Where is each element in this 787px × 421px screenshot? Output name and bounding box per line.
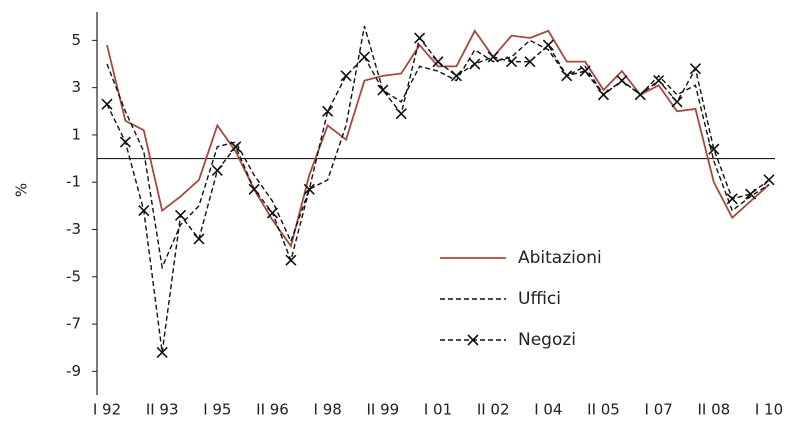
point-marker	[119, 136, 131, 148]
x-tick-label: I 01	[424, 401, 452, 419]
point-marker	[322, 105, 334, 117]
point-marker	[671, 96, 683, 108]
point-marker	[211, 164, 223, 176]
point-marker	[138, 205, 150, 217]
point-marker	[579, 65, 591, 77]
x-tick-label: II 96	[256, 401, 289, 419]
x-tick-label: I 10	[755, 401, 783, 419]
x-tick-label: II 99	[366, 401, 399, 419]
point-marker	[377, 84, 389, 96]
legend-label: Abitazioni	[518, 248, 602, 268]
point-marker	[230, 141, 242, 153]
point-marker	[745, 188, 757, 200]
point-marker	[542, 39, 554, 51]
point-marker	[432, 56, 444, 68]
x-tick-label: II 93	[146, 401, 179, 419]
point-marker	[505, 56, 518, 68]
point-marker	[597, 89, 610, 101]
y-tick-label: -5	[66, 267, 81, 285]
x-tick-label: I 98	[314, 401, 342, 419]
point-marker	[708, 143, 720, 155]
point-marker	[395, 108, 407, 120]
y-tick-label: -1	[66, 173, 81, 191]
x-tick-label: I 92	[93, 401, 121, 419]
point-marker	[266, 207, 279, 219]
x-tick-label: I 95	[203, 401, 231, 419]
y-axis-label: %	[13, 183, 31, 197]
point-marker	[358, 51, 371, 63]
x-tick-label: I 04	[534, 401, 562, 419]
point-marker	[174, 209, 187, 221]
x-tick-label: II 08	[697, 401, 730, 419]
point-marker	[303, 183, 315, 195]
point-marker	[653, 74, 665, 87]
legend-label: Uffici	[518, 289, 561, 309]
point-marker	[763, 174, 775, 186]
y-tick-label: -9	[66, 362, 81, 380]
point-marker	[689, 63, 702, 75]
point-marker	[285, 254, 297, 266]
point-marker	[414, 32, 426, 44]
point-marker	[101, 98, 113, 110]
x-tick-label: I 07	[645, 401, 673, 419]
series-line	[106, 29, 770, 249]
point-marker	[450, 70, 462, 82]
y-tick-label: 3	[71, 78, 81, 96]
legend-label: Negozi	[518, 330, 576, 350]
y-tick-label: 5	[71, 31, 81, 49]
point-marker	[524, 56, 536, 68]
point-marker	[634, 89, 646, 101]
series-line	[106, 25, 770, 270]
legend: Abitazioni Uffici Negozi	[440, 248, 602, 350]
point-marker	[726, 193, 738, 205]
point-marker	[248, 183, 260, 195]
point-marker	[193, 233, 205, 245]
y-tick-label: 1	[71, 125, 81, 143]
y-tick-label: -3	[66, 220, 81, 238]
x-tick-label: II 02	[477, 401, 510, 419]
point-marker	[469, 58, 481, 70]
y-tick-label: -7	[66, 315, 81, 333]
point-marker	[340, 70, 352, 82]
point-marker	[487, 51, 499, 63]
point-marker	[561, 70, 573, 82]
x-tick-label: II 05	[587, 401, 620, 419]
legend-marker	[467, 334, 479, 346]
point-marker	[616, 74, 628, 87]
point-marker	[156, 346, 168, 359]
series-line	[106, 36, 770, 353]
